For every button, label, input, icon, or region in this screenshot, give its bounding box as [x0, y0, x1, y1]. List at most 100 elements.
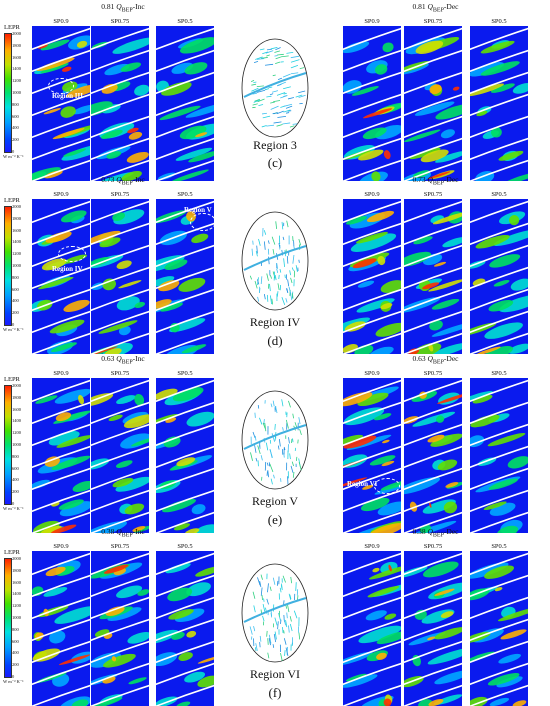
lepr-contour-field — [470, 26, 528, 181]
row-2-region — [240, 389, 310, 491]
row-0-colorbar-tick: 1000 — [12, 90, 21, 95]
row-0-colorbar-tick: 1200 — [12, 78, 21, 83]
lepr-contour-field — [91, 26, 149, 181]
row-2-colorbar-tick: 400 — [12, 477, 19, 482]
annotation-region-vi: Region VI — [347, 480, 377, 488]
lepr-contour-field — [470, 551, 528, 706]
row-1-colorbar-tick: 1200 — [12, 251, 21, 256]
row-2-colorbar-title: LEPR — [4, 376, 20, 383]
row-1-region-title: Region IV — [225, 315, 325, 330]
row-0-colorbar-tick: 1800 — [12, 43, 21, 48]
lepr-contour-field — [470, 378, 528, 533]
row-1-colorbar-tick: 1600 — [12, 228, 21, 233]
row-1-colorbar-tick: 400 — [12, 298, 19, 303]
row-1-colorbar-title: LEPR — [4, 197, 20, 204]
row-3-colorbar-tick: 1000 — [12, 615, 21, 620]
row-3-colorbar-tick: 400 — [12, 650, 19, 655]
row-2-right-title: 0.63 QBEP-Dec — [386, 354, 486, 366]
row-1-colorbar-tick: 800 — [12, 275, 19, 280]
lepr-contour-field — [470, 199, 528, 354]
row-1-colorbar-tick: 1800 — [12, 216, 21, 221]
row-3-right-title: 0.38 QBEP-Dec — [386, 527, 486, 539]
row-0-colorbar-tick: 1600 — [12, 55, 21, 60]
lepr-contour-field — [32, 199, 90, 354]
row-3-colorbar-tick: 600 — [12, 639, 19, 644]
row-3-right-label: SP0.5 — [460, 543, 538, 550]
row-1-colorbar-unit: W m⁻³ K⁻¹ — [3, 327, 24, 333]
row-3-colorbar-tick: 1800 — [12, 568, 21, 573]
row-3-region-title: Region VI — [225, 667, 325, 682]
lepr-contour-field — [404, 26, 462, 181]
lepr-contour-field — [404, 551, 462, 706]
row-3-colorbar-tick: 1200 — [12, 603, 21, 608]
row-3-colorbar-tick: 1400 — [12, 591, 21, 596]
row-0-region-title: Region 3 — [225, 138, 325, 153]
row-0-colorbar-tick: 600 — [12, 114, 19, 119]
annotation-region-v-ellipse — [190, 213, 216, 231]
row-3-left-label: SP0.5 — [146, 543, 224, 550]
row-1-right-label: SP0.5 — [460, 191, 538, 198]
annotation-region-vi-ellipse — [374, 478, 400, 494]
row-3-colorbar — [4, 558, 12, 678]
row-2-region-title: Region V — [225, 494, 325, 509]
row-2-right-label: SP0.5 — [460, 370, 538, 377]
row-2-colorbar-tick: 800 — [12, 454, 19, 459]
row-2-colorbar-tick: 1000 — [12, 442, 21, 447]
row-1-colorbar-tick: 1000 — [12, 263, 21, 268]
row-0-colorbar-unit: W m⁻³ K⁻¹ — [3, 154, 24, 160]
lepr-contour-field — [32, 26, 90, 181]
lepr-contour-field — [343, 551, 401, 706]
lepr-contour-field — [404, 199, 462, 354]
row-1-colorbar-tick: 2000 — [12, 204, 21, 209]
lepr-contour-field — [32, 378, 90, 533]
row-2-colorbar-tick: 1400 — [12, 418, 21, 423]
row-2-colorbar-tick: 1600 — [12, 407, 21, 412]
lepr-contour-field — [156, 551, 214, 706]
row-2-colorbar-tick: 600 — [12, 466, 19, 471]
row-0-colorbar-tick: 200 — [12, 137, 19, 142]
annotation-region-v: Region V — [184, 206, 212, 214]
lepr-contour-field — [91, 551, 149, 706]
row-2-colorbar — [4, 385, 12, 505]
row-3-colorbar-tick: 2000 — [12, 556, 21, 561]
row-0-colorbar-tick: 2000 — [12, 31, 21, 36]
row-3-left-title: 0.38 QBEP-Inc — [73, 527, 173, 539]
annotation-region-iv: Region IV — [52, 265, 83, 273]
row-2-colorbar-unit: W m⁻³ K⁻¹ — [3, 506, 24, 512]
row-2-colorbar-tick: 1800 — [12, 395, 21, 400]
row-0-colorbar-tick: 400 — [12, 125, 19, 130]
lepr-contour-field — [343, 378, 401, 533]
row-2-left-title: 0.63 QBEP-Inc — [73, 354, 173, 366]
row-1-region — [240, 210, 310, 312]
row-0-colorbar-tick: 1400 — [12, 66, 21, 71]
row-1-right-title: 0.73 QBEP-Dec — [386, 175, 486, 187]
row-0-colorbar-tick: 800 — [12, 102, 19, 107]
row-2-caption: (e) — [245, 512, 305, 528]
row-3-colorbar-tick: 200 — [12, 662, 19, 667]
row-2-colorbar-tick: 2000 — [12, 383, 21, 388]
lepr-contour-field — [156, 26, 214, 181]
row-1-colorbar-tick: 1400 — [12, 239, 21, 244]
row-2-left-label: SP0.5 — [146, 370, 224, 377]
annotation-region-iv-ellipse — [58, 246, 86, 262]
lepr-contour-field — [404, 378, 462, 533]
row-1-colorbar-tick: 200 — [12, 310, 19, 315]
row-0-caption: (c) — [245, 155, 305, 171]
lepr-contour-field — [156, 378, 214, 533]
row-2-colorbar-tick: 1200 — [12, 430, 21, 435]
lepr-contour-field — [91, 378, 149, 533]
row-3-region — [240, 562, 310, 664]
row-3-colorbar-title: LEPR — [4, 549, 20, 556]
row-0-right-label: SP0.5 — [460, 18, 538, 25]
row-0-left-label: SP0.5 — [146, 18, 224, 25]
row-1-left-label: SP0.5 — [146, 191, 224, 198]
row-3-colorbar-tick: 1600 — [12, 580, 21, 585]
row-0-left-title: 0.81 QBEP-Inc — [73, 2, 173, 14]
lepr-contour-field — [343, 199, 401, 354]
row-2-colorbar-tick: 200 — [12, 489, 19, 494]
row-1-caption: (d) — [245, 333, 305, 349]
row-1-colorbar-tick: 600 — [12, 287, 19, 292]
row-1-colorbar — [4, 206, 12, 326]
row-3-caption: (f) — [245, 685, 305, 701]
row-0-colorbar-title: LEPR — [4, 24, 20, 31]
